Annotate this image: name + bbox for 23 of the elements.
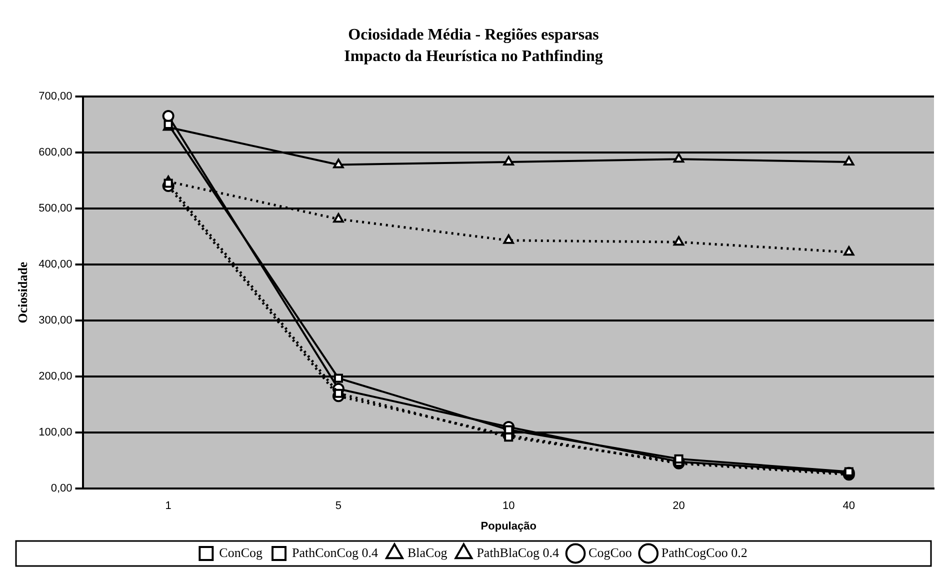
- y-tick-label: 100,00: [38, 426, 72, 439]
- y-tick-label: 500,00: [38, 202, 72, 214]
- legend-label: ConCog: [219, 544, 264, 560]
- legend-label: PathCogCoo 0.2: [661, 544, 748, 560]
- x-tick-label: 1: [165, 500, 172, 512]
- y-tick-label: 300,00: [38, 314, 72, 327]
- y-tick-label: 0,00: [50, 482, 72, 495]
- x-axis-title: População: [480, 520, 537, 532]
- y-tick-label: 200,00: [38, 370, 72, 383]
- y-tick-label: 700,00: [38, 90, 72, 102]
- legend-label: CogCoo: [588, 544, 632, 560]
- legend-label: PathConCog 0.4: [292, 544, 378, 560]
- legend-label: PathBlaCog 0.4: [476, 544, 560, 560]
- x-tick-label: 5: [335, 500, 342, 512]
- chart-subtitle: Impacto da Heurística no Pathfinding: [344, 48, 603, 65]
- x-tick-label: 20: [672, 500, 685, 512]
- legend-label: BlaCog: [407, 544, 448, 560]
- y-tick-label: 600,00: [38, 146, 72, 158]
- chart-title: Ociosidade Média - Regiões esparsas: [348, 26, 599, 44]
- x-tick-label: 10: [502, 500, 515, 512]
- x-tick-label: 40: [842, 500, 856, 512]
- y-axis-title: Ociosidade: [15, 262, 30, 324]
- y-tick-label: 400,00: [38, 258, 72, 271]
